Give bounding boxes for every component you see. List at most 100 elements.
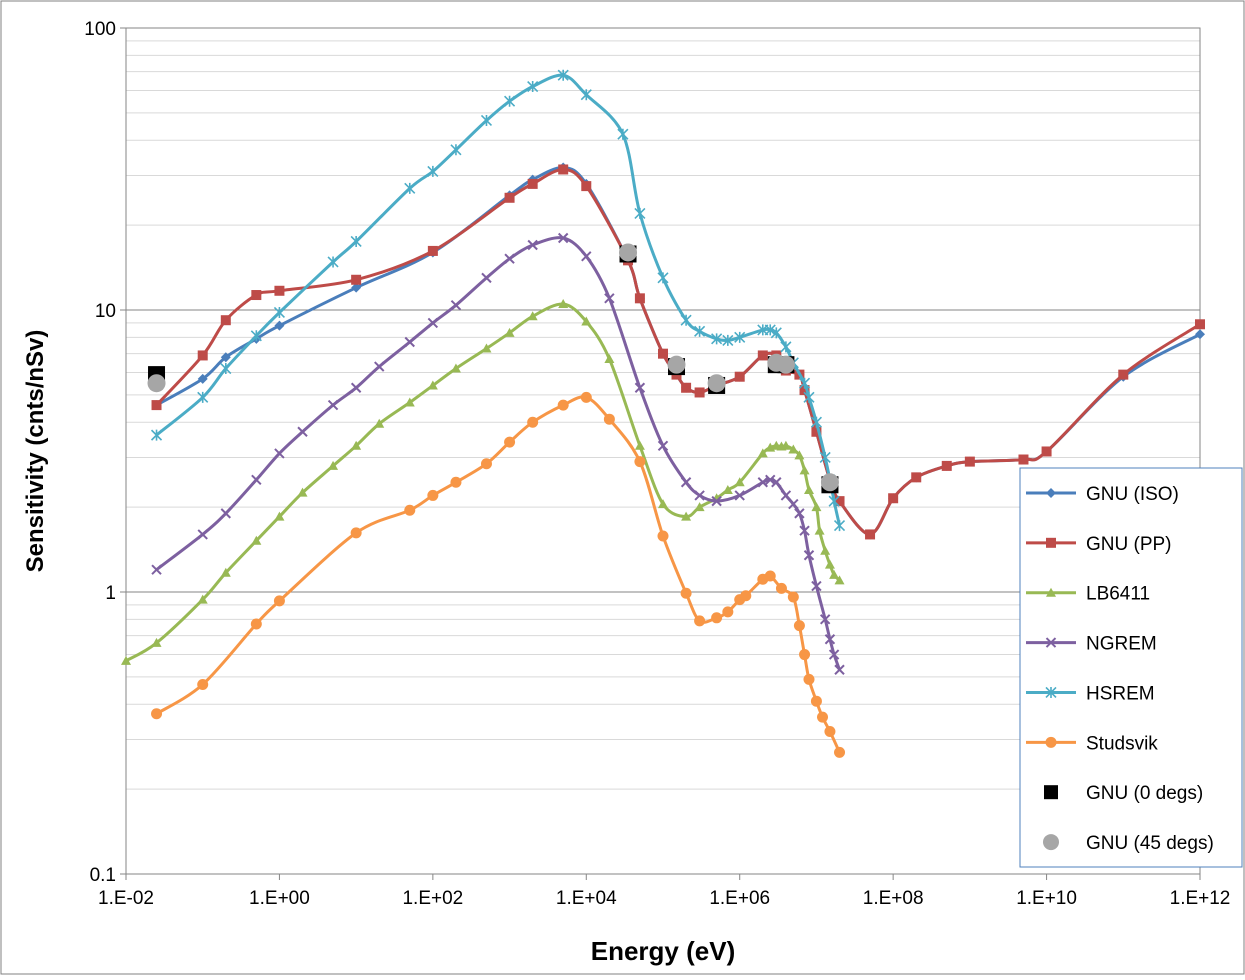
data-point (427, 380, 438, 390)
data-point (799, 465, 810, 475)
data-point (941, 460, 952, 471)
data-point (427, 317, 439, 329)
data-point (828, 495, 840, 507)
data-point (834, 664, 845, 675)
legend-marker (1045, 686, 1057, 699)
data-point (788, 498, 799, 510)
data-point (803, 673, 815, 685)
legend-box (1019, 467, 1243, 868)
data-point (780, 440, 791, 450)
data-point (557, 69, 569, 81)
legend-item-hsrem: HSREM (1026, 683, 1155, 704)
data-point (634, 440, 645, 450)
data-point (757, 448, 768, 458)
data-point (803, 391, 815, 403)
data-point (558, 299, 569, 309)
data-point (527, 80, 539, 93)
data-point (681, 511, 692, 521)
data-point (580, 89, 592, 101)
data-point (427, 489, 439, 501)
data-point (1018, 454, 1029, 465)
data-point (327, 256, 339, 268)
legend-marker (1045, 637, 1057, 648)
x-tick-label: 1.E-02 (98, 888, 154, 909)
data-point (787, 591, 799, 603)
data-point (658, 348, 668, 359)
series-hsrem (150, 69, 846, 532)
x-tick-label: 1.E+10 (1016, 888, 1077, 909)
legend-item-ngrem: NGREM (1026, 634, 1157, 655)
data-point (557, 399, 569, 411)
data-point (819, 614, 831, 625)
data-point (793, 620, 805, 632)
data-point (888, 493, 899, 504)
data-point (658, 499, 668, 509)
data-point (722, 606, 734, 618)
data-point (711, 495, 722, 507)
data-point (722, 334, 734, 346)
legend-item-gnu-0-degs: GNU (0 degs) (1044, 783, 1203, 804)
data-point (274, 448, 285, 459)
data-point (824, 726, 836, 738)
data-point (527, 239, 538, 251)
axis-layer: 0.1 1 10 100 1.E-02 1.E+00 1.E+02 1.E+04 1.E+06 1… (84, 19, 1230, 909)
data-point (481, 272, 492, 284)
legend-label: LB6411 (1086, 584, 1150, 605)
data-point (604, 293, 615, 304)
data-point (657, 530, 669, 542)
data-point (757, 477, 769, 488)
data-point (197, 529, 208, 540)
data-point (504, 95, 516, 107)
data-point (604, 354, 615, 364)
data-point (557, 232, 569, 244)
data-point (833, 520, 846, 532)
data-point (734, 331, 746, 343)
data-point (581, 316, 592, 326)
data-point (427, 245, 438, 256)
data-point (694, 490, 705, 501)
data-point (865, 529, 876, 540)
data-point (634, 382, 646, 393)
data-point (504, 253, 515, 264)
data-point (803, 550, 815, 561)
data-point (450, 299, 462, 311)
series-gnu-45-degs (147, 243, 839, 492)
data-point (680, 314, 692, 326)
data-point (964, 456, 975, 467)
data-point (776, 355, 795, 374)
data-point (765, 474, 776, 485)
data-point (820, 545, 831, 555)
legend-marker (1044, 785, 1058, 800)
data-point (828, 649, 840, 660)
legend-marker (1046, 587, 1056, 597)
data-point (694, 615, 706, 627)
data-point (617, 128, 629, 140)
x-tick-label: 1.E+02 (402, 888, 463, 909)
data-point (250, 618, 262, 630)
legend-label: HSREM (1086, 683, 1155, 704)
series-studsvik (151, 391, 846, 758)
data-point (274, 320, 285, 331)
data-point (734, 477, 745, 487)
data-point (527, 416, 539, 428)
data-point (580, 391, 592, 403)
data-point (273, 595, 285, 607)
data-point (481, 343, 492, 353)
data-point (450, 363, 461, 373)
data-point (770, 327, 782, 339)
legend-item-gnu-45-degs: GNU (45 degs) (1043, 833, 1214, 854)
data-point (811, 580, 822, 592)
data-point (780, 490, 792, 501)
legend-marker (1046, 487, 1056, 498)
data-point (803, 484, 814, 494)
data-point (794, 450, 805, 460)
data-point (634, 207, 646, 220)
data-point (634, 293, 645, 304)
data-point (450, 144, 462, 156)
data-point (657, 272, 669, 284)
data-point (150, 429, 163, 441)
data-point (351, 274, 362, 285)
x-tick-label: 1.E+06 (709, 888, 770, 909)
legend-label: GNU (ISO) (1086, 484, 1179, 505)
data-point (350, 527, 362, 539)
